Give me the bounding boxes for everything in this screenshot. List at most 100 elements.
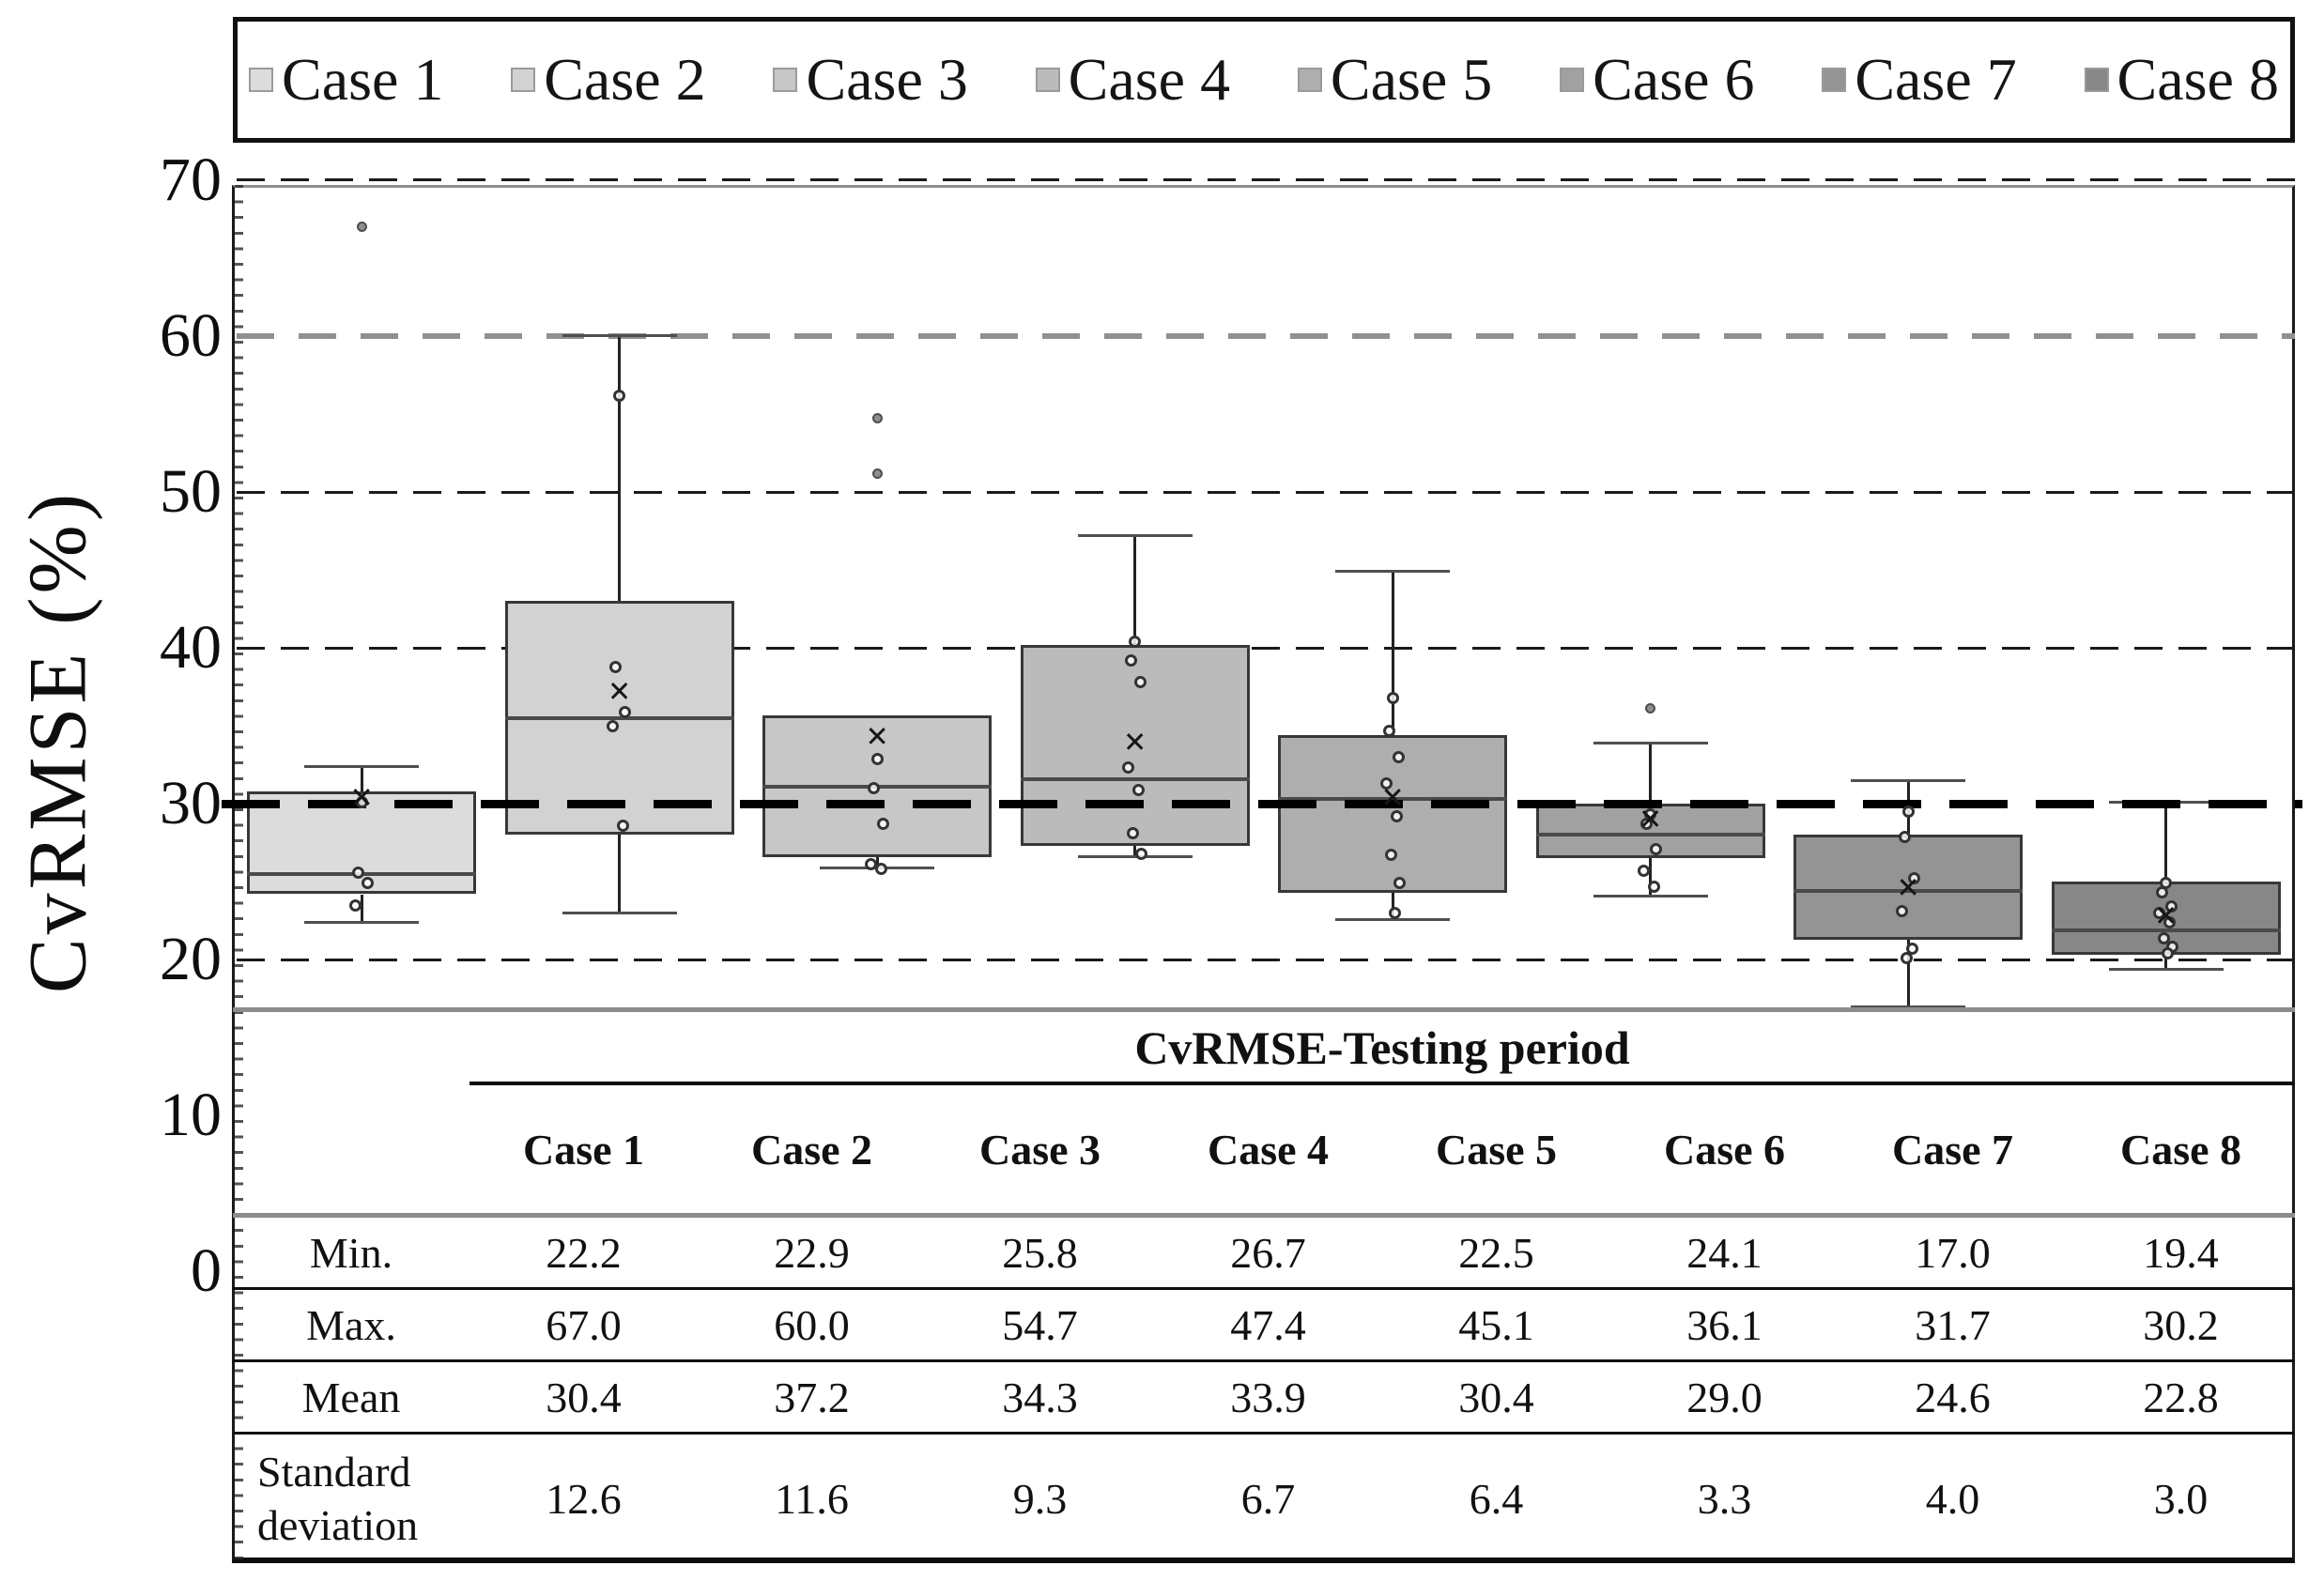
boxplot-case-4-point xyxy=(1134,676,1147,689)
grid-line-20 xyxy=(237,958,2295,961)
table-cell: 4.0 xyxy=(1925,1475,1980,1523)
boxplot-case-7-point xyxy=(1907,872,1920,885)
boxplot-case-5-point xyxy=(1393,877,1406,890)
table-cell: 11.6 xyxy=(775,1475,849,1523)
boxplot-case-3-mean-marker: × xyxy=(866,714,889,759)
table-row-label: Mean xyxy=(301,1373,401,1421)
table-cell: 17.0 xyxy=(1915,1228,1991,1277)
boxplot-case-5-point xyxy=(1388,906,1401,919)
boxplot-case-2-median xyxy=(504,715,734,720)
legend-label: Case 5 xyxy=(1330,46,1493,113)
table-cell: 6.4 xyxy=(1469,1475,1524,1523)
boxplot-case-8-lower-whisker xyxy=(2164,955,2168,970)
table-header-case-7: Case 7 xyxy=(1891,1126,2014,1174)
boxplot-case-6-median xyxy=(1535,833,1765,837)
boxplot-case-6-point xyxy=(1648,880,1661,893)
table-header-case-6: Case 6 xyxy=(1663,1126,1786,1174)
table-cell: 19.4 xyxy=(2143,1228,2219,1277)
boxplot-case-2-point xyxy=(619,705,632,718)
boxplot-case-4-mean-marker: × xyxy=(1123,721,1147,765)
y-tick-label-30: 30 xyxy=(160,769,222,838)
legend-entry-case-7: Case 7 xyxy=(1822,46,2017,113)
boxplot-case-1-mean-marker: × xyxy=(350,775,374,820)
boxplot-case-4-upper-cap xyxy=(1077,534,1193,538)
table-cell: 30.2 xyxy=(2143,1300,2219,1349)
boxplot-case-8-median xyxy=(2051,928,2281,932)
boxplot-case-7-point xyxy=(1898,830,1911,843)
boxplot-case-6-upper-whisker xyxy=(1649,743,1653,805)
boxplot-case-5-lower-cap xyxy=(1335,917,1451,921)
table-cell: 45.1 xyxy=(1458,1300,1534,1349)
table-cell: 26.7 xyxy=(1230,1228,1306,1277)
table-cell: 3.0 xyxy=(2153,1475,2209,1523)
boxplot-case-5-median xyxy=(1278,797,1508,802)
y-tick-label-10: 10 xyxy=(160,1081,222,1150)
boxplot-case-2-point xyxy=(613,389,626,402)
y-tick-label-50: 50 xyxy=(160,457,222,527)
legend-label: Case 7 xyxy=(1855,46,2017,113)
table-cell: 47.4 xyxy=(1230,1300,1306,1349)
legend-label: Case 8 xyxy=(2117,46,2279,113)
table-row-label: Max. xyxy=(306,1300,396,1349)
y-axis-minor-ticks xyxy=(235,185,243,1563)
grid-line-60 xyxy=(237,332,2295,339)
boxplot-case-3-point xyxy=(870,752,884,765)
boxplot-case-6-upper-cap xyxy=(1593,741,1708,744)
boxplot-case-1-lower-cap xyxy=(304,920,420,924)
table-cell: 24.6 xyxy=(1915,1373,1991,1421)
boxplot-case-5-point xyxy=(1392,750,1405,763)
boxplot-case-1-lower-whisker xyxy=(360,894,363,923)
table-top-line xyxy=(233,1007,2295,1012)
legend-label: Case 3 xyxy=(806,46,968,113)
legend-entry-case-1: Case 1 xyxy=(249,50,443,110)
legend-entry-case-4: Case 4 xyxy=(1035,46,1231,113)
y-tick-label-40: 40 xyxy=(160,613,222,683)
boxplot-case-2-upper-whisker xyxy=(618,335,622,602)
table-row-line xyxy=(233,1359,2295,1362)
table-cell: 37.2 xyxy=(774,1373,850,1421)
legend-entry-case-2: Case 2 xyxy=(511,50,706,110)
boxplot-case-8-point xyxy=(2156,886,2169,899)
legend-swatch-icon xyxy=(1560,68,1585,92)
table-title: CvRMSE-Testing period xyxy=(1134,1021,1630,1074)
boxplot-case-3-lower-whisker xyxy=(875,856,879,868)
legend-entry-case-6: Case 6 xyxy=(1560,50,1755,110)
boxplot-case-5-mean-marker: × xyxy=(1381,775,1405,820)
table-cell: 24.1 xyxy=(1686,1228,1763,1277)
legend-swatch-icon xyxy=(249,68,273,92)
boxplot-case-4-point xyxy=(1125,653,1138,667)
table-header-line xyxy=(233,1213,2295,1218)
table-cell: 36.1 xyxy=(1686,1300,1763,1349)
table-cell: 22.5 xyxy=(1458,1228,1534,1277)
table-cell: 22.2 xyxy=(546,1228,622,1277)
legend-swatch-icon xyxy=(1297,68,1322,92)
boxplot-case-6-lower-cap xyxy=(1593,894,1708,898)
table-cell: 22.9 xyxy=(774,1228,850,1277)
boxplot-case-6-point xyxy=(1650,842,1663,855)
y-tick-label-60: 60 xyxy=(160,300,222,370)
boxplot-case-8-point xyxy=(2165,900,2178,913)
table-cell: 9.3 xyxy=(1012,1475,1068,1523)
table-cell: 30.4 xyxy=(546,1373,622,1421)
table-cell: 22.8 xyxy=(2143,1373,2219,1421)
table-header-case-2: Case 2 xyxy=(750,1126,873,1174)
boxplot-case-7-point xyxy=(1905,943,1918,956)
table-cell: 25.8 xyxy=(1002,1228,1078,1277)
boxplot-case-1-point xyxy=(351,866,364,879)
boxplot-case-3-point xyxy=(867,782,880,795)
boxplot-case-1-upper-cap xyxy=(304,764,420,768)
legend-label: Case 4 xyxy=(1068,46,1231,113)
table-cell: 3.3 xyxy=(1697,1475,1752,1523)
boxplot-case-5-point xyxy=(1384,849,1397,862)
table-cell: 60.0 xyxy=(774,1300,850,1349)
boxplot-case-6-point xyxy=(1640,818,1654,831)
boxplot-case-1-point xyxy=(361,877,374,890)
boxplot-case-4-point xyxy=(1132,783,1146,796)
boxplot-case-6-point xyxy=(1638,865,1651,878)
table-cell: 31.7 xyxy=(1915,1300,1991,1349)
table-cell: 29.0 xyxy=(1686,1373,1763,1421)
table-cell: 34.3 xyxy=(1002,1373,1078,1421)
legend-swatch-icon xyxy=(1822,68,1847,92)
boxplot-case-7-lower-cap xyxy=(1851,1005,1966,1008)
boxplot-case-5-lower-whisker xyxy=(1391,892,1394,920)
